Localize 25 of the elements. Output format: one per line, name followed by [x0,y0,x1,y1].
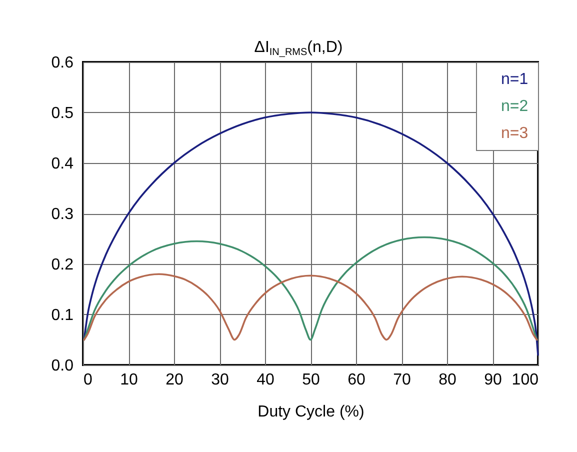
line-series [83,236,538,341]
y-tick-label: 0.0 [51,358,74,374]
y-tick-label: 0.6 [51,54,74,72]
y-tick-label: 0.2 [51,256,74,274]
y-tick-label: 0.5 [51,105,74,122]
x-axis-title: Duty Cycle (%) [258,404,364,420]
text: n=3 [501,125,528,142]
line-series [83,273,538,341]
x-tick-label: 80 [438,372,456,388]
x-tick-label: 50 [302,372,320,388]
text: n=2 [501,98,528,115]
y-tick-label: 0.1 [51,307,74,324]
x-tick-label: 0 [84,372,92,388]
x-tick-label: 40 [256,372,274,388]
line-series [83,112,539,356]
y-tick-label: 0.3 [51,206,74,223]
x-tick-label: 20 [166,372,184,388]
x-tick-label: 90 [484,372,502,388]
x-tick-label: 70 [393,372,411,388]
y-tick-label: 0.4 [51,156,74,172]
x-tick-label: 10 [120,372,138,388]
x-tick-label: 100 [512,372,539,388]
x-tick-label: 60 [348,372,366,388]
text: n=1 [501,71,528,88]
x-tick-label: 30 [211,372,229,388]
